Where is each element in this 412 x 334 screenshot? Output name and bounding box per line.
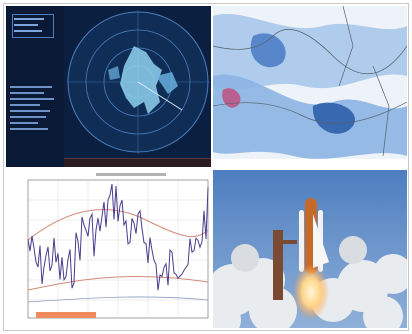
exhaust-flame bbox=[293, 264, 329, 320]
sidebar-readout-line bbox=[10, 116, 46, 118]
radar-sidebar bbox=[6, 6, 65, 167]
sidebar-readout-line bbox=[10, 128, 48, 130]
radar-echo bbox=[108, 66, 120, 80]
sidebar-header-line bbox=[14, 18, 44, 20]
launch-photo bbox=[213, 170, 407, 328]
sidebar-readout-line bbox=[10, 92, 44, 94]
highlight-band bbox=[36, 312, 96, 318]
sidebar-readout-line bbox=[10, 122, 38, 124]
smooth-curve bbox=[27, 296, 209, 303]
time-series-plot bbox=[6, 170, 211, 328]
rocket-launch-photo bbox=[213, 170, 407, 328]
launch-tower bbox=[273, 230, 283, 300]
weather-map-panel bbox=[213, 6, 407, 167]
sidebar-header-box bbox=[12, 14, 54, 38]
radar-echo bbox=[120, 46, 162, 114]
radar-status-bar bbox=[64, 158, 211, 167]
time-series-plot-panel bbox=[6, 170, 211, 328]
sidebar-readout-line bbox=[10, 86, 52, 88]
radar-scope bbox=[64, 6, 211, 167]
sidebar-readout-line bbox=[10, 104, 40, 106]
space-shuttle bbox=[299, 198, 329, 274]
precipitation-map bbox=[213, 6, 407, 167]
noisy-series-line bbox=[27, 183, 209, 291]
sidebar-readout-list bbox=[10, 86, 60, 134]
smooth-curve bbox=[27, 276, 209, 291]
sidebar-header-line bbox=[14, 30, 42, 32]
radar-echo bbox=[156, 72, 178, 94]
smoke-clouds bbox=[213, 236, 407, 328]
sidebar-readout-line bbox=[10, 98, 54, 100]
sidebar-header-line bbox=[14, 24, 38, 26]
plot-title-strip bbox=[96, 173, 166, 176]
sidebar-readout-line bbox=[10, 110, 50, 112]
image-frame bbox=[3, 3, 409, 331]
radar-display-panel bbox=[6, 6, 211, 167]
map-caption-strip bbox=[213, 159, 407, 167]
